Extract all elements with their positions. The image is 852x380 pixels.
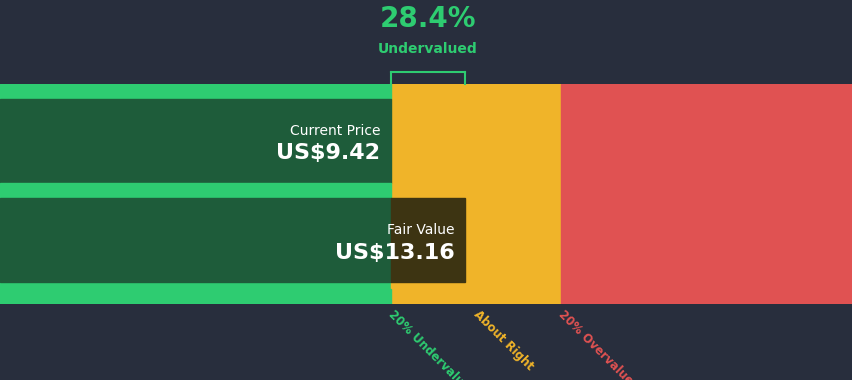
Text: About Right: About Right [470, 308, 535, 373]
Bar [561, 84, 852, 304]
Bar [0, 84, 390, 304]
Text: 20% Overvalued: 20% Overvalued [556, 308, 641, 380]
Text: Current Price: Current Price [290, 124, 380, 138]
Bar [0, 198, 390, 282]
Bar [390, 198, 464, 282]
Text: Undervalued: Undervalued [377, 43, 477, 56]
Bar [0, 288, 390, 304]
Bar [390, 84, 561, 304]
Text: 20% Undervalued: 20% Undervalued [385, 308, 477, 380]
Bar [0, 183, 390, 198]
Text: Fair Value: Fair Value [387, 223, 454, 237]
Bar [0, 84, 390, 99]
Text: 28.4%: 28.4% [379, 5, 475, 33]
Bar [0, 99, 390, 183]
Text: US$9.42: US$9.42 [276, 144, 380, 163]
Text: US$13.16: US$13.16 [335, 243, 454, 263]
